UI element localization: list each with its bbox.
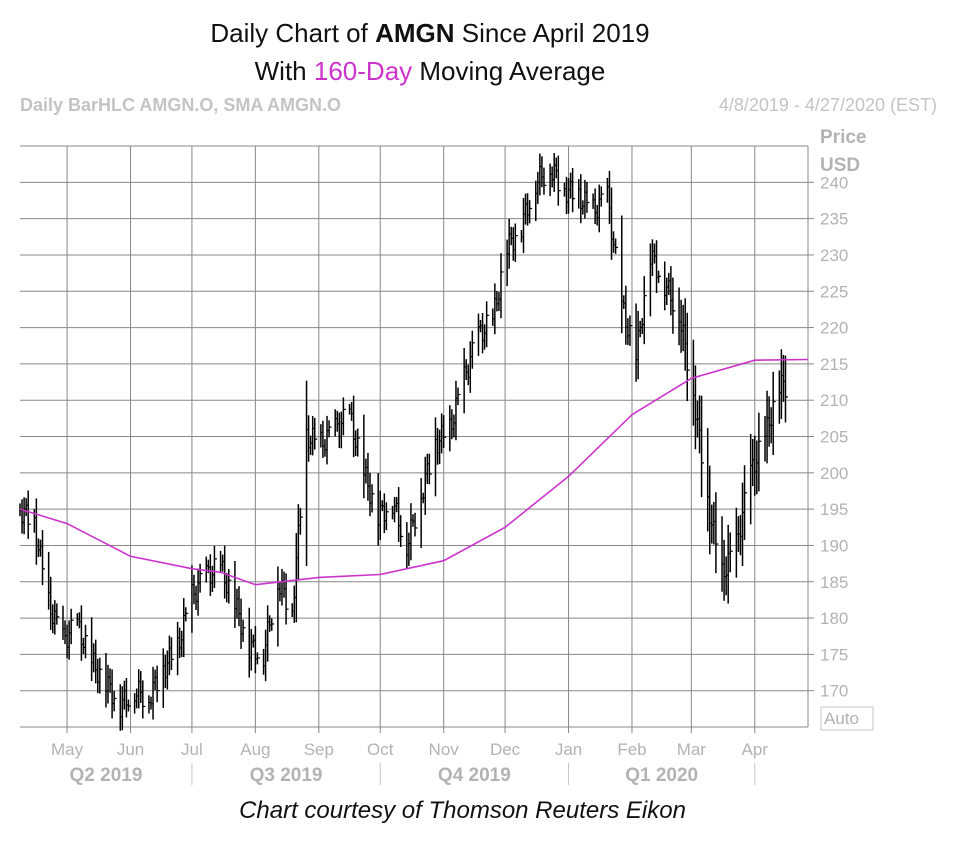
x-month-label: Jan [555, 740, 582, 759]
y-tick-label: 220 [820, 319, 848, 338]
title-prefix: Daily Chart of [210, 18, 376, 48]
x-quarter-label: Q1 2020 [625, 765, 698, 786]
chart-credit: Chart courtesy of Thomson Reuters Eikon [239, 797, 686, 824]
y-axis-labels: 170 175 180 185 190 195 200 205 210 215 220 225 230 2… [820, 127, 874, 731]
x-month-label: Aug [240, 740, 270, 759]
x-month-label: Sep [304, 740, 334, 759]
x-month-label: May [51, 740, 84, 759]
x-month-label: Nov [429, 740, 460, 759]
x-quarter-label: Q2 2019 [70, 765, 143, 786]
date-range-header: 4/8/2019 - 4/27/2020 (EST) [718, 95, 937, 115]
x-month-label: Dec [490, 740, 521, 759]
y-unit-currency: USD [820, 155, 860, 176]
x-month-label: Mar [677, 740, 707, 759]
title-line2-prefix: With [254, 56, 314, 86]
y-tick-label: 195 [820, 500, 848, 519]
y-tick-label: 205 [820, 428, 848, 447]
x-month-label: Jul [181, 740, 203, 759]
title-line2-suffix: Moving Average [412, 56, 606, 86]
y-unit-label: Price [820, 127, 866, 148]
y-tick-label: 210 [820, 391, 848, 410]
y-tick-label: 235 [820, 210, 848, 229]
y-tick-label: 215 [820, 355, 848, 374]
y-tick-label: 170 [820, 682, 848, 701]
y-tick-label: 185 [820, 573, 848, 592]
y-tick-label: 230 [820, 246, 848, 265]
price-bars [19, 153, 788, 731]
x-quarter-label: Q3 2019 [250, 765, 323, 786]
y-tick-label: 200 [820, 464, 848, 483]
chart-grid [20, 145, 814, 733]
y-tick-label: 190 [820, 536, 848, 555]
sma-line [19, 358, 809, 586]
chart-title-line1: Daily Chart of AMGN Since April 2019 [0, 18, 860, 49]
series-header: Daily BarHLC AMGN.O, SMA AMGN.O [20, 95, 342, 115]
x-month-label: Apr [742, 740, 769, 759]
x-axis-labels: May Jun Jul Aug Sep Oct Nov Dec Jan Feb Mar Apr Q2 2… [51, 740, 768, 786]
title-suffix: Since April 2019 [454, 18, 650, 48]
y-tick-label: 175 [820, 645, 848, 664]
x-month-label: Jun [117, 740, 144, 759]
auto-scale-label: Auto [824, 709, 859, 728]
y-tick-label: 180 [820, 609, 848, 628]
auto-scale-box [820, 706, 874, 731]
y-tick-label: 225 [820, 282, 848, 301]
chart-title-line2: With 160-Day Moving Average [0, 56, 860, 87]
title-line2-accent: 160-Day [313, 56, 413, 86]
x-month-label: Feb [617, 740, 646, 759]
title-ticker: AMGN [375, 18, 455, 48]
x-quarter-label: Q4 2019 [438, 765, 511, 786]
x-month-label: Oct [367, 740, 394, 759]
y-tick-label: 240 [820, 173, 848, 192]
